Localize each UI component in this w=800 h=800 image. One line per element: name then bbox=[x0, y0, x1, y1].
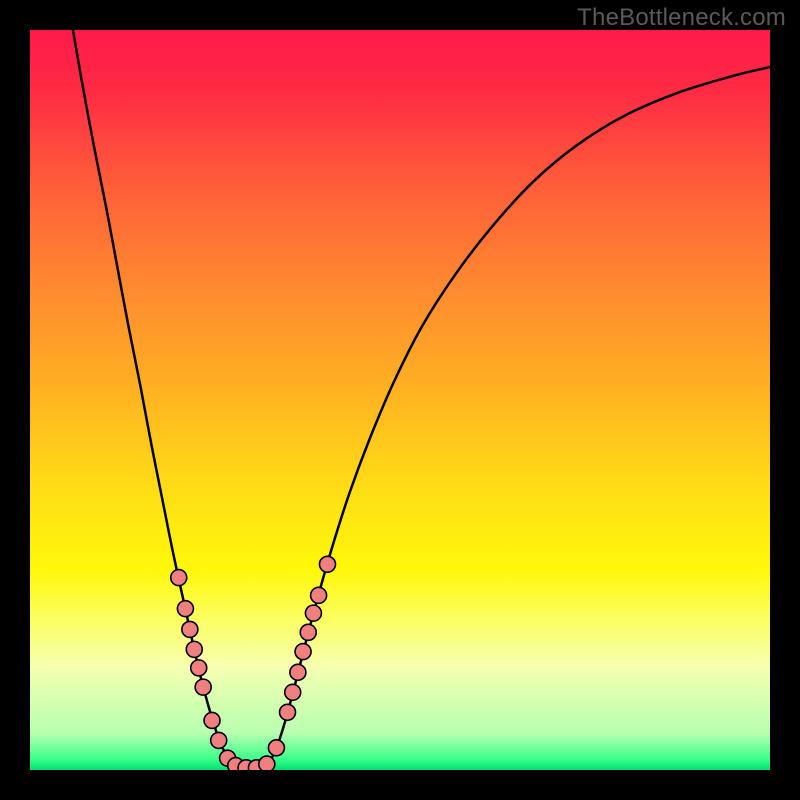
bottleneck-curve bbox=[73, 30, 770, 769]
curve-marker bbox=[319, 556, 335, 572]
curve-marker bbox=[268, 740, 284, 756]
plot-svg bbox=[30, 30, 770, 770]
curve-marker bbox=[300, 624, 316, 640]
chart-stage: TheBottleneck.com bbox=[0, 0, 800, 800]
curve-marker bbox=[204, 712, 220, 728]
curve-marker bbox=[211, 732, 227, 748]
curve-marker bbox=[290, 664, 306, 680]
plot-area bbox=[30, 30, 770, 770]
curve-marker bbox=[171, 570, 187, 586]
curve-marker bbox=[285, 684, 301, 700]
curve-marker bbox=[182, 621, 198, 637]
curve-marker bbox=[280, 704, 296, 720]
curve-marker bbox=[259, 756, 275, 770]
curve-marker bbox=[311, 587, 327, 603]
curve-marker bbox=[177, 601, 193, 617]
curve-marker bbox=[191, 660, 207, 676]
curve-marker bbox=[195, 679, 211, 695]
curve-marker bbox=[305, 605, 321, 621]
curve-marker bbox=[186, 641, 202, 657]
curve-marker bbox=[295, 644, 311, 660]
watermark-text: TheBottleneck.com bbox=[577, 4, 786, 32]
